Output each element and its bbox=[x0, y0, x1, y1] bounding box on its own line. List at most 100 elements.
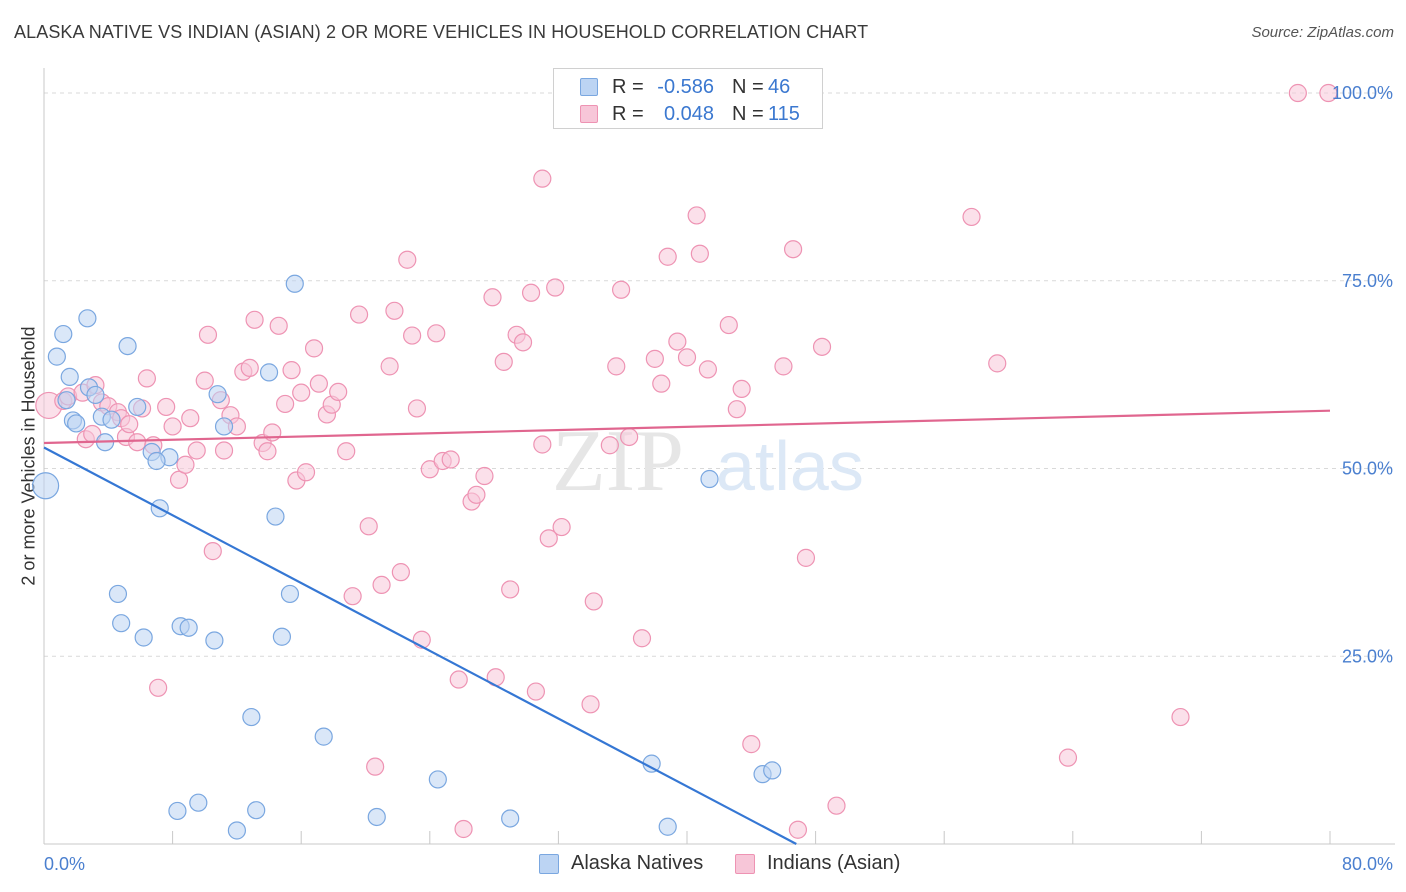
data-point bbox=[47, 347, 66, 366]
data-point bbox=[533, 435, 552, 454]
data-point bbox=[128, 397, 147, 417]
data-point bbox=[245, 310, 264, 329]
data-point bbox=[1171, 707, 1190, 727]
y-tick-label: 75.0% bbox=[1342, 271, 1393, 291]
data-point bbox=[67, 414, 86, 433]
data-point bbox=[118, 337, 137, 356]
trend-line-alaska-natives bbox=[43, 446, 797, 845]
data-point bbox=[581, 695, 600, 714]
data-point bbox=[208, 385, 227, 404]
axes bbox=[43, 68, 1395, 845]
data-point bbox=[296, 463, 316, 482]
data-point bbox=[242, 707, 261, 727]
data-point bbox=[700, 469, 719, 489]
data-point bbox=[128, 433, 147, 452]
data-point bbox=[282, 361, 301, 380]
data-point bbox=[454, 819, 473, 839]
data-point bbox=[467, 485, 486, 504]
data-point bbox=[483, 288, 502, 307]
data-point bbox=[176, 455, 195, 474]
data-point bbox=[78, 309, 97, 328]
data-point bbox=[187, 441, 206, 460]
data-point bbox=[742, 735, 761, 754]
legend-label: Alaska Natives bbox=[571, 852, 704, 874]
chart-source: Source: ZipAtlas.com bbox=[1251, 24, 1394, 41]
data-point bbox=[227, 821, 246, 840]
data-point bbox=[309, 374, 328, 393]
data-point bbox=[962, 207, 981, 227]
data-point bbox=[214, 441, 234, 460]
data-point bbox=[280, 584, 300, 604]
data-point bbox=[501, 580, 520, 599]
data-point bbox=[988, 354, 1007, 373]
data-point bbox=[337, 442, 356, 461]
data-point bbox=[727, 400, 746, 419]
data-point bbox=[198, 325, 218, 344]
legend-r-value: -0.586 bbox=[657, 76, 714, 98]
data-point bbox=[385, 301, 404, 320]
data-point bbox=[134, 628, 153, 647]
data-point bbox=[195, 371, 214, 390]
data-point bbox=[214, 417, 234, 436]
data-point bbox=[427, 324, 446, 343]
legend-r-label: R = bbox=[612, 103, 644, 125]
series-alaska-natives-points bbox=[32, 274, 782, 840]
data-point bbox=[600, 436, 619, 455]
data-point bbox=[677, 348, 697, 367]
data-point bbox=[285, 274, 304, 293]
legend-swatch-pink bbox=[735, 854, 755, 874]
data-point bbox=[611, 280, 631, 299]
data-point bbox=[645, 349, 664, 368]
data-point bbox=[812, 337, 832, 356]
data-point bbox=[372, 575, 391, 595]
data-point bbox=[112, 614, 131, 633]
data-point bbox=[668, 332, 687, 351]
watermark-atlas: atlas bbox=[716, 427, 864, 505]
data-point bbox=[168, 801, 187, 821]
series-indians-asian-points bbox=[35, 83, 1338, 839]
data-point bbox=[607, 357, 626, 376]
data-point bbox=[475, 466, 494, 486]
data-point bbox=[1288, 83, 1307, 103]
data-point bbox=[203, 542, 222, 561]
legend-row-alaska-natives: R = -0.586 N = 46 bbox=[554, 74, 822, 100]
data-point bbox=[258, 442, 277, 461]
data-point bbox=[732, 379, 751, 399]
legend-swatch-blue bbox=[539, 854, 559, 874]
data-point bbox=[658, 247, 677, 266]
y-tick-label: 100.0% bbox=[1332, 83, 1393, 103]
data-point bbox=[620, 427, 639, 447]
data-point bbox=[494, 352, 513, 371]
data-point bbox=[147, 451, 166, 471]
legend-swatch-blue bbox=[580, 78, 598, 96]
legend-row-indians-asian: R = 0.048 N = 115 bbox=[554, 101, 822, 127]
data-point bbox=[163, 417, 182, 436]
legend-n-value: 46 bbox=[768, 76, 791, 98]
data-point bbox=[349, 305, 369, 324]
data-point bbox=[189, 793, 208, 812]
x-tick-label: 0.0% bbox=[44, 854, 85, 874]
data-point bbox=[247, 801, 266, 820]
data-point bbox=[539, 529, 558, 548]
data-point bbox=[102, 410, 121, 429]
data-point bbox=[240, 358, 259, 377]
legend-label: Indians (Asian) bbox=[767, 852, 901, 874]
y-tick-label: 25.0% bbox=[1342, 646, 1393, 666]
data-point bbox=[266, 507, 285, 526]
data-point bbox=[1058, 748, 1078, 767]
data-point bbox=[774, 357, 793, 376]
data-point bbox=[259, 363, 279, 382]
data-point bbox=[32, 472, 60, 500]
data-point bbox=[403, 326, 422, 345]
data-point bbox=[796, 548, 816, 567]
data-point bbox=[54, 324, 73, 344]
data-point bbox=[687, 206, 706, 225]
data-point bbox=[367, 807, 386, 827]
data-point bbox=[366, 757, 385, 776]
x-tick-label: 80.0% bbox=[1342, 854, 1393, 874]
data-point bbox=[658, 817, 677, 836]
data-point bbox=[149, 678, 168, 697]
data-point bbox=[391, 563, 410, 582]
data-point bbox=[343, 587, 362, 606]
data-point bbox=[407, 399, 427, 418]
